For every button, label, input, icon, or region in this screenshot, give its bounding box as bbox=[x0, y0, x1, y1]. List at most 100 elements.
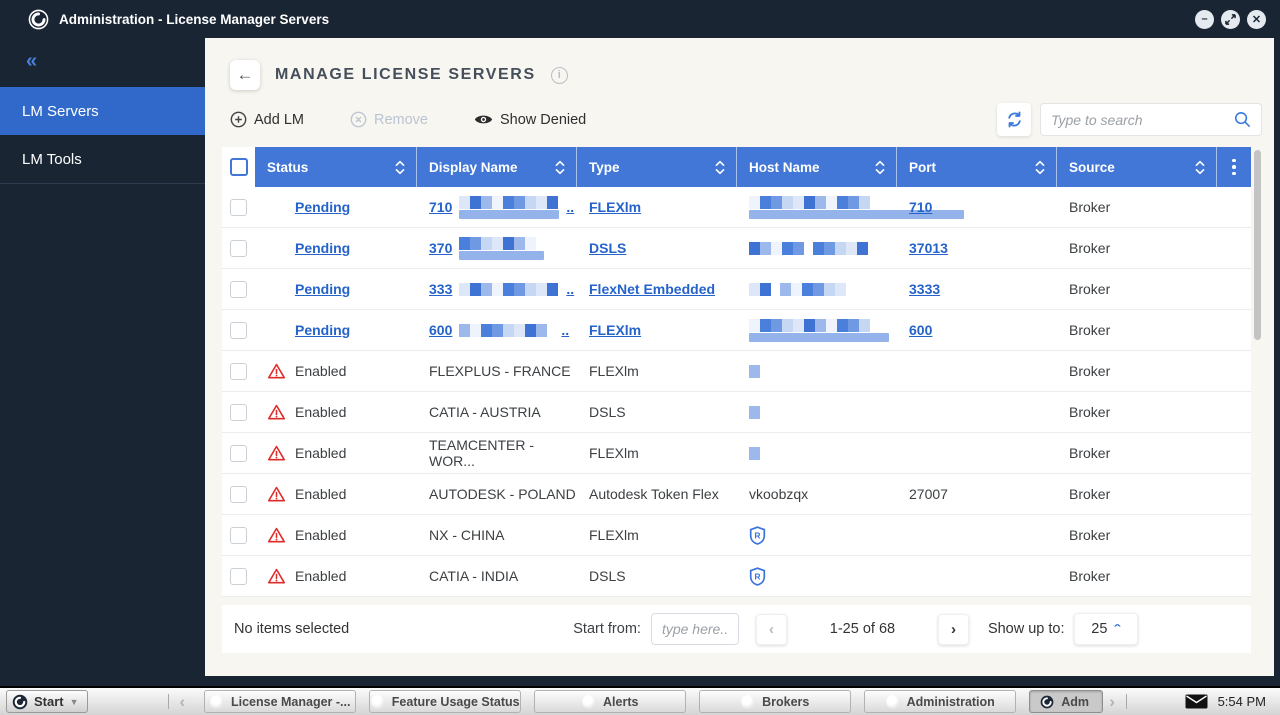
type-value[interactable]: DSLS bbox=[589, 240, 627, 256]
taskbar-button-administration[interactable]: Administration bbox=[864, 690, 1017, 713]
close-button[interactable]: ✕ bbox=[1247, 9, 1266, 29]
display-name-value[interactable]: 710 bbox=[429, 199, 453, 215]
info-icon[interactable]: i bbox=[550, 66, 568, 84]
display-name-value: AUTODESK - POLAND bbox=[429, 486, 576, 502]
type-value[interactable]: FLEXlm bbox=[589, 199, 642, 215]
start-button[interactable]: Start ▼ bbox=[6, 690, 88, 713]
column-menu-button[interactable] bbox=[1217, 147, 1251, 187]
source-value: Broker bbox=[1069, 281, 1111, 297]
status-value: Enabled bbox=[295, 404, 347, 420]
column-header-status[interactable]: Status bbox=[255, 147, 417, 187]
show-denied-button[interactable]: Show Denied bbox=[474, 112, 586, 128]
start-from-input[interactable] bbox=[650, 613, 739, 645]
taskbar-divider bbox=[167, 694, 169, 709]
type-value[interactable]: FLEXlm bbox=[589, 322, 642, 338]
column-header-display-name[interactable]: Display Name bbox=[417, 147, 577, 187]
row-checkbox[interactable] bbox=[230, 485, 247, 503]
column-header-source[interactable]: Source bbox=[1057, 147, 1217, 187]
table-row: Pending 333.. FlexNet Embedded 3333 Broker bbox=[222, 269, 1251, 310]
port-cell: 600 bbox=[897, 322, 1057, 338]
display-name-value[interactable]: 333 bbox=[429, 281, 453, 297]
maximize-button[interactable] bbox=[1221, 9, 1240, 29]
column-header-host-name[interactable]: Host Name bbox=[737, 147, 897, 187]
row-checkbox[interactable] bbox=[230, 526, 247, 544]
status-value[interactable]: Pending bbox=[295, 199, 351, 215]
display-name-value[interactable]: 370 bbox=[429, 240, 453, 256]
status-cell: Pending bbox=[255, 199, 417, 215]
source-cell: Broker bbox=[1057, 404, 1217, 420]
scroll-right-chevron[interactable]: › bbox=[1109, 691, 1115, 711]
host-name-cell bbox=[737, 364, 897, 378]
status-value[interactable]: Pending bbox=[295, 281, 351, 297]
display-name-value[interactable]: 600 bbox=[429, 322, 453, 338]
column-header-label: Host Name bbox=[749, 159, 820, 175]
select-all-checkbox[interactable] bbox=[229, 158, 248, 176]
next-page-button[interactable]: › bbox=[937, 613, 969, 645]
sidebar-item-label: LM Tools bbox=[22, 150, 82, 168]
status-value[interactable]: Pending bbox=[295, 240, 351, 256]
port-value[interactable]: 37013 bbox=[909, 240, 948, 256]
row-checkbox[interactable] bbox=[230, 280, 247, 298]
redacted-blur bbox=[749, 318, 889, 342]
remove-button[interactable]: Remove bbox=[350, 111, 428, 128]
sidebar-collapse-icon[interactable]: « bbox=[26, 50, 37, 72]
source-value: Broker bbox=[1069, 527, 1111, 543]
mail-icon[interactable] bbox=[1185, 694, 1208, 709]
page-size-value: 25 bbox=[1091, 621, 1108, 637]
type-value: DSLS bbox=[589, 404, 626, 420]
sort-chevrons-icon bbox=[395, 160, 405, 174]
type-value: FLEXlm bbox=[589, 363, 639, 379]
port-value[interactable]: 600 bbox=[909, 322, 933, 338]
previous-page-button[interactable]: ‹ bbox=[755, 613, 787, 645]
redacted-blur bbox=[459, 323, 554, 337]
search-input[interactable] bbox=[1051, 111, 1234, 128]
row-checkbox[interactable] bbox=[230, 567, 247, 585]
sidebar-item-lm-servers[interactable]: LM Servers bbox=[0, 87, 205, 135]
scroll-left-chevron[interactable]: ‹ bbox=[179, 691, 186, 711]
status-value[interactable]: Pending bbox=[295, 322, 351, 338]
back-button[interactable]: ← bbox=[230, 60, 260, 90]
refresh-button[interactable] bbox=[997, 103, 1031, 136]
minimize-button[interactable]: – bbox=[1195, 9, 1214, 29]
source-value: Broker bbox=[1069, 486, 1111, 502]
taskbar-button-adm[interactable]: Adm bbox=[1029, 690, 1104, 713]
row-checkbox[interactable] bbox=[230, 444, 247, 462]
taskbar-button-brokers[interactable]: Brokers bbox=[699, 690, 852, 713]
row-checkbox[interactable] bbox=[230, 362, 247, 380]
table-row: Enabled CATIA - INDIA DSLS R Broker bbox=[222, 556, 1251, 597]
redacted-blur bbox=[749, 364, 767, 378]
warning-triangle-icon bbox=[267, 404, 286, 419]
row-checkbox[interactable] bbox=[230, 239, 247, 257]
column-header-type[interactable]: Type bbox=[577, 147, 737, 187]
source-cell: Broker bbox=[1057, 240, 1217, 256]
search-icon bbox=[1234, 111, 1250, 127]
sidebar-item-lm-tools[interactable]: LM Tools bbox=[0, 135, 205, 183]
port-value[interactable]: 710 bbox=[909, 199, 933, 215]
host-name-value: vkoobzqx bbox=[749, 486, 809, 502]
system-tray: 5:54 PM bbox=[1185, 694, 1274, 709]
source-value: Broker bbox=[1069, 445, 1111, 461]
add-lm-button[interactable]: Add LM bbox=[230, 111, 304, 128]
source-cell: Broker bbox=[1057, 486, 1217, 502]
taskbar-button-alerts[interactable]: Alerts bbox=[534, 690, 687, 713]
warning-icon-slot bbox=[267, 526, 288, 545]
table-body: Pending 710.. FLEXlm 710 Broker Pending 370 DSL… bbox=[222, 187, 1251, 597]
sidebar-item-label: LM Servers bbox=[22, 102, 99, 120]
port-cell: 3333 bbox=[897, 281, 1057, 297]
taskbar-button-feature-usage-status[interactable]: Feature Usage Status bbox=[369, 690, 522, 713]
type-value[interactable]: FlexNet Embedded bbox=[589, 281, 716, 297]
taskbar-button-license-manager-[interactable]: License Manager -... bbox=[204, 690, 357, 713]
row-checkbox[interactable] bbox=[230, 403, 247, 421]
column-header-port[interactable]: Port bbox=[897, 147, 1057, 187]
status-value: Enabled bbox=[295, 363, 347, 379]
port-value[interactable]: 3333 bbox=[909, 281, 941, 297]
table-row: Pending 710.. FLEXlm 710 Broker bbox=[222, 187, 1251, 228]
vertical-scrollbar-thumb[interactable] bbox=[1254, 150, 1261, 340]
taskbar-button-label: Feature Usage Status bbox=[391, 694, 520, 709]
status-value: Enabled bbox=[295, 445, 347, 461]
redacted-blur bbox=[749, 282, 850, 296]
page-size-dropdown[interactable]: 25 ˆ bbox=[1073, 613, 1138, 645]
column-header-label: Status bbox=[267, 159, 309, 175]
row-checkbox[interactable] bbox=[230, 198, 247, 216]
row-checkbox[interactable] bbox=[230, 321, 247, 339]
